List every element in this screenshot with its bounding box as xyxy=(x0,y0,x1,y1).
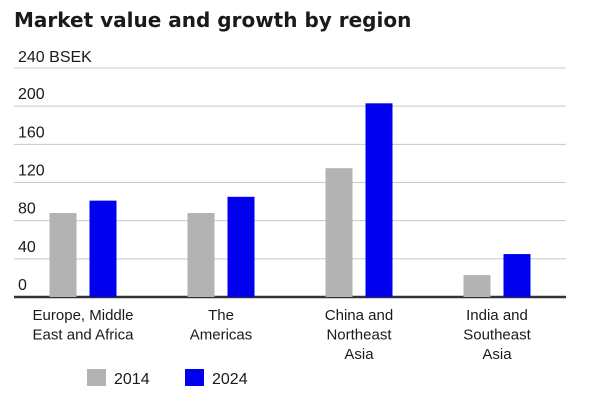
x-category-label-line: Northeast xyxy=(326,327,392,344)
x-category-label-line: East and Africa xyxy=(33,327,135,344)
x-category-label-line: Asia xyxy=(482,346,512,363)
bar-2024-cat0 xyxy=(89,200,117,297)
y-tick-label-40: 40 xyxy=(18,239,36,256)
x-category-label-2: China and Northeast Asia xyxy=(325,307,393,363)
y-axis-unit-label: 240 BSEK xyxy=(18,49,92,66)
bar-2014-cat3 xyxy=(463,275,491,297)
y-tick-label-120: 120 xyxy=(18,163,45,180)
x-category-label-line: Europe, Middle xyxy=(33,307,134,324)
bars xyxy=(49,103,531,297)
x-category-label-line: Asia xyxy=(344,346,374,363)
bar-2024-cat3 xyxy=(503,254,531,297)
x-category-label-0: Europe, Middle East and Africa xyxy=(33,307,135,344)
legend-swatch-2014 xyxy=(87,369,106,386)
y-tick-label-200: 200 xyxy=(18,86,45,103)
x-category-label-line: China and xyxy=(325,307,393,324)
x-category-label-line: Southeast xyxy=(463,327,531,344)
x-axis-categories: Europe, Middle East and Africa The Americas… xyxy=(33,307,532,363)
bar-2014-cat2 xyxy=(325,168,353,297)
bar-2014-cat1 xyxy=(187,213,215,297)
y-tick-label-80: 80 xyxy=(18,201,36,218)
bar-2014-cat0 xyxy=(49,213,77,297)
legend: 2014 2024 xyxy=(87,369,248,388)
legend-label-2014: 2014 xyxy=(114,371,150,388)
bar-2024-cat1 xyxy=(227,196,255,297)
bar-2024-cat2 xyxy=(365,103,393,297)
y-tick-label-160: 160 xyxy=(18,124,45,141)
x-category-label-3: India and Southeast Asia xyxy=(463,307,531,363)
y-axis-ticks: 240 BSEK 0 40 80 120 160 200 xyxy=(18,49,92,294)
x-category-label-line: Americas xyxy=(190,327,253,344)
legend-label-2024: 2024 xyxy=(212,371,248,388)
x-category-label-line: India and xyxy=(466,307,528,324)
x-category-label-line: The xyxy=(208,307,234,324)
legend-swatch-2024 xyxy=(185,369,204,386)
x-category-label-1: The Americas xyxy=(190,307,253,344)
y-tick-label-0: 0 xyxy=(18,277,27,294)
chart-title: Market value and growth by region xyxy=(14,8,411,32)
